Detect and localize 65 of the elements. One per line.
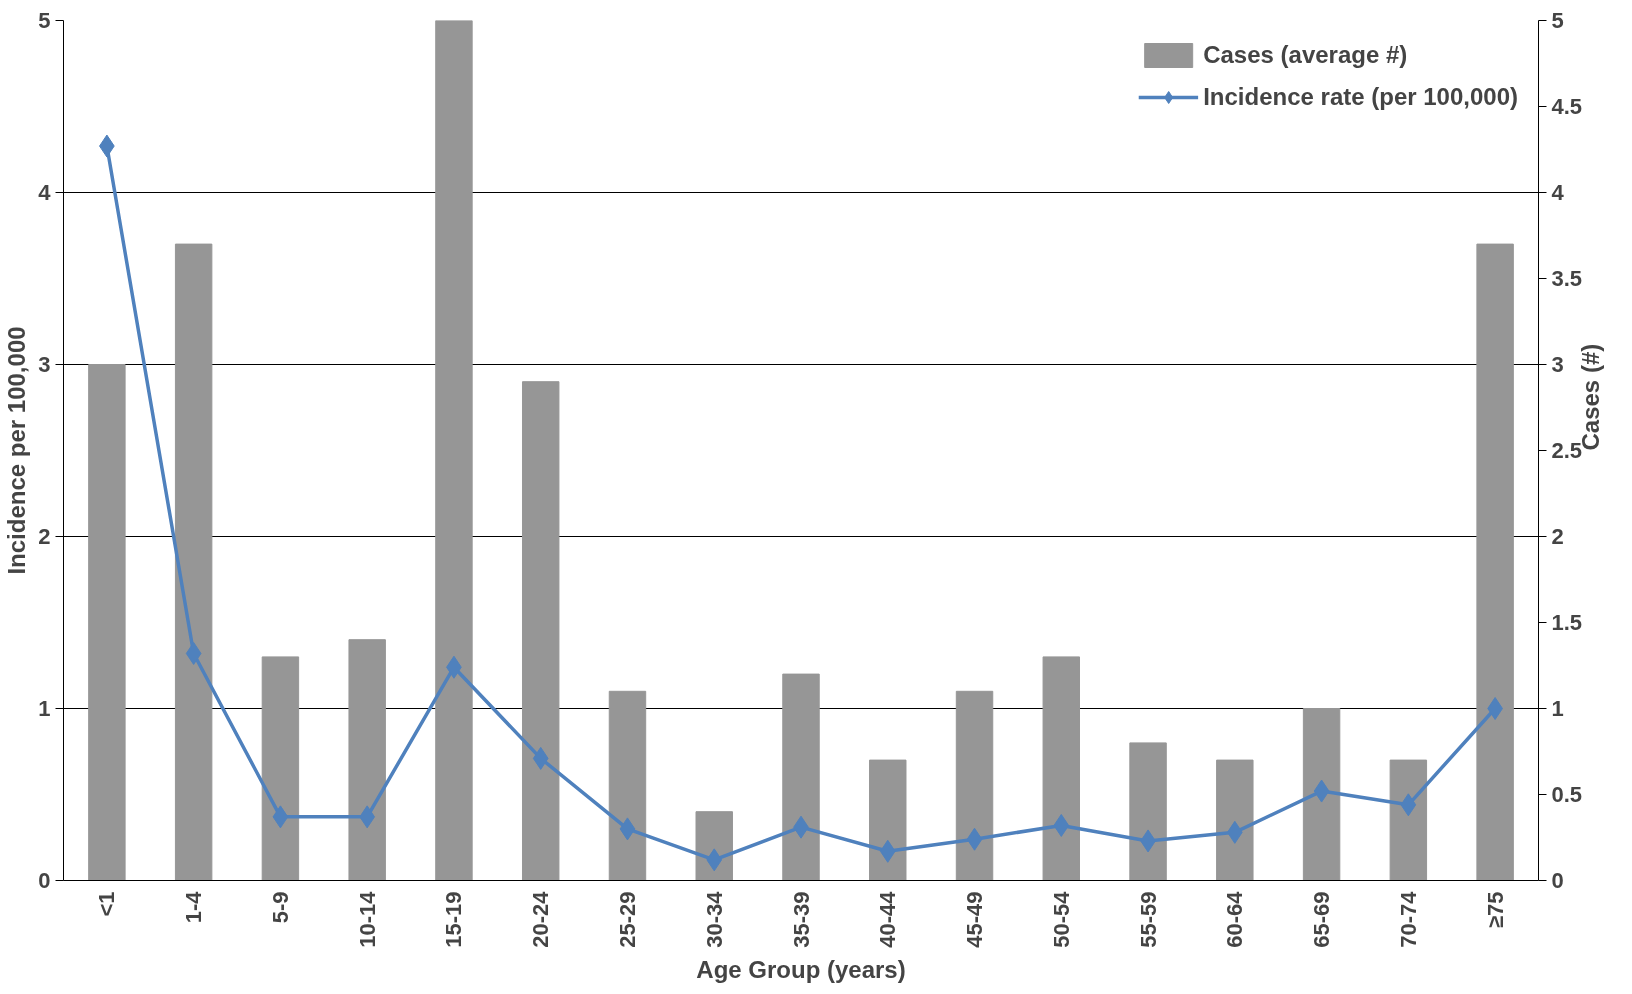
- x-tick-label: 40-44: [875, 890, 901, 948]
- bar: [435, 20, 473, 881]
- y2-tick-label: 0.5: [1551, 782, 1583, 807]
- point: [185, 641, 202, 665]
- x-axis-title: Age Group (years): [696, 955, 906, 983]
- x-tick-label: 1-4: [181, 890, 207, 924]
- y2-tick-label: 2: [1551, 524, 1564, 549]
- y2-tick-label: 5: [1551, 8, 1564, 33]
- x-tick-label: 10-14: [354, 890, 380, 948]
- point: [359, 805, 376, 829]
- bar: [1302, 708, 1341, 881]
- x-tick-label: 20-24: [528, 890, 554, 948]
- bar: [608, 690, 647, 881]
- x-tick-label: 35-39: [788, 891, 814, 948]
- point: [966, 827, 983, 851]
- bar: [1389, 759, 1428, 881]
- point: [879, 839, 896, 863]
- bar: [88, 364, 126, 881]
- y-axis-title: Incidence per 100,000: [3, 326, 31, 575]
- point: [706, 848, 723, 872]
- x-tick-label: 50-54: [1048, 890, 1074, 948]
- bar: [261, 656, 300, 881]
- bar: [348, 639, 386, 881]
- point: [272, 805, 289, 829]
- x-tick-label: 15-19: [441, 891, 467, 948]
- x-tick-label: 25-29: [614, 891, 640, 948]
- x-tick-label: 30-34: [701, 890, 727, 948]
- bar: [1216, 759, 1254, 881]
- point: [1400, 793, 1417, 817]
- y-tick-label: 2: [38, 524, 51, 549]
- x-tick-label: 5-9: [267, 891, 293, 924]
- x-tick-label: <1: [94, 891, 120, 917]
- y-tick-label: 3: [38, 352, 51, 377]
- bar: [174, 243, 213, 881]
- point: [532, 746, 549, 770]
- y2-tick-label: 3: [1551, 352, 1564, 377]
- x-tick-label: 45-49: [962, 891, 988, 948]
- y2-tick-label: 4.5: [1551, 94, 1583, 119]
- point: [619, 817, 636, 841]
- bar: [955, 690, 994, 881]
- bar: [869, 759, 907, 881]
- x-tick-label: 65-69: [1309, 891, 1335, 948]
- y2-tick-label: 0: [1551, 868, 1564, 893]
- bar: [1129, 742, 1167, 881]
- point: [1313, 779, 1330, 803]
- x-tick-label: 55-59: [1135, 891, 1161, 948]
- y-tick-label: 1: [38, 696, 51, 721]
- y-tick-label: 4: [38, 180, 52, 205]
- y2-tick-label: 1: [1551, 696, 1564, 721]
- bar: [521, 381, 560, 881]
- y2-tick-label: 1.5: [1551, 610, 1583, 635]
- bar: [1042, 656, 1081, 881]
- y-tick-label: 5: [38, 8, 51, 33]
- y-tick-label: 0: [38, 868, 51, 893]
- point: [1226, 820, 1243, 844]
- bar: [782, 673, 820, 881]
- x-tick-label: ≥75: [1482, 891, 1508, 929]
- bar: [1476, 243, 1514, 881]
- x-tick-label: 60-64: [1222, 890, 1248, 948]
- point: [1053, 813, 1070, 837]
- y2-tick-label: 3.5: [1551, 266, 1583, 291]
- legend-label: Cases (average #): [1203, 41, 1408, 69]
- x-tick-label: 70-74: [1395, 890, 1421, 948]
- legend-label: Incidence rate (per 100,000): [1203, 83, 1518, 111]
- y2-tick-label: 4: [1551, 180, 1565, 205]
